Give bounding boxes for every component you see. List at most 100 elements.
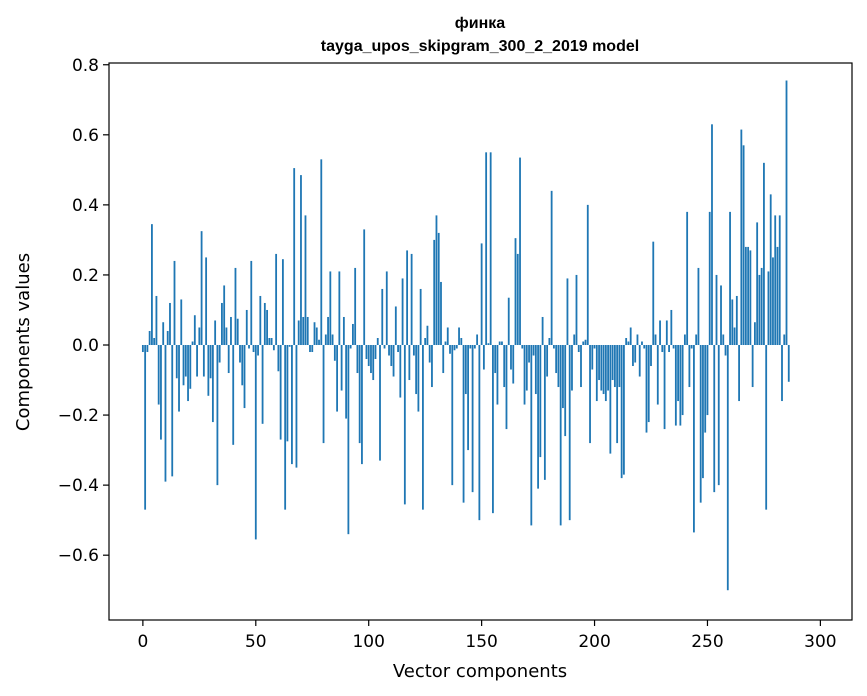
bar [654, 334, 657, 345]
bar [787, 345, 790, 382]
chart-subtitle: tayga_upos_skipgram_300_2_2019 model [321, 38, 639, 55]
bar [638, 345, 641, 377]
bar [458, 327, 460, 346]
bar [426, 325, 429, 346]
bar [311, 345, 314, 353]
bar [763, 162, 765, 345]
bar [381, 288, 384, 345]
bar [193, 315, 196, 346]
bar [408, 345, 411, 381]
bar [175, 345, 178, 379]
bar [270, 338, 273, 346]
bar [769, 194, 772, 346]
bar [435, 215, 438, 346]
bar [616, 345, 619, 444]
bar [690, 345, 693, 349]
bar [546, 345, 549, 377]
bar [670, 309, 673, 345]
bar [609, 345, 612, 454]
bar [275, 253, 278, 345]
bar [182, 345, 185, 386]
bar [783, 334, 786, 345]
bar [433, 239, 436, 345]
bar [401, 278, 404, 345]
bar [352, 323, 354, 345]
bar [403, 345, 406, 505]
bar [347, 345, 350, 535]
bar [713, 345, 716, 493]
bar [342, 316, 345, 346]
bar [227, 345, 230, 374]
bar [693, 345, 695, 533]
bar [157, 345, 160, 405]
bar [562, 345, 564, 409]
bar [297, 320, 300, 345]
bar [302, 316, 305, 346]
x-tick-label: 100 [352, 632, 384, 652]
bar [349, 345, 352, 349]
y-tick-label: 0.0 [72, 336, 99, 356]
bar [277, 345, 280, 372]
bar [672, 345, 675, 349]
y-tick-label: −0.2 [58, 406, 99, 426]
bar [198, 327, 201, 346]
bar [221, 302, 223, 346]
bar [747, 246, 750, 346]
bar [419, 288, 422, 345]
bar [600, 345, 603, 391]
bar [722, 334, 725, 345]
bar [665, 320, 668, 345]
bar [444, 341, 447, 345]
bar [598, 345, 600, 381]
y-tick-label: −0.4 [58, 476, 99, 496]
bar [160, 345, 162, 440]
bar [555, 345, 558, 374]
bar [584, 339, 587, 345]
bar [785, 80, 788, 346]
bar [291, 345, 293, 465]
bar [191, 341, 194, 345]
bar [272, 345, 275, 351]
bar [514, 238, 517, 346]
bar [577, 345, 580, 353]
bar [406, 250, 409, 345]
bar [523, 345, 526, 405]
bar [363, 229, 366, 345]
bar [492, 345, 494, 514]
bar [196, 345, 198, 377]
bar [724, 345, 727, 356]
bar [647, 345, 650, 423]
bar [733, 327, 736, 346]
bar [593, 345, 596, 349]
bar [611, 345, 614, 381]
bar [541, 316, 544, 346]
bar [749, 250, 752, 345]
x-tick-label: 300 [804, 632, 836, 652]
bar [501, 341, 503, 345]
bar [641, 341, 643, 345]
bar [295, 345, 298, 468]
bar [510, 345, 512, 370]
bar [232, 345, 235, 445]
plot-frame [108, 62, 853, 621]
bar [534, 345, 537, 395]
bar [322, 345, 325, 444]
bar [209, 345, 212, 379]
bar [424, 338, 427, 346]
bar [205, 257, 208, 345]
bar [661, 345, 664, 353]
bar [489, 152, 492, 345]
bar [650, 345, 652, 367]
bar [268, 338, 271, 346]
bar [315, 327, 318, 346]
bar [236, 318, 239, 345]
bar [564, 345, 567, 437]
bar [141, 345, 144, 353]
bar [293, 168, 296, 345]
bar [187, 345, 189, 402]
bar [595, 345, 598, 402]
bar [284, 345, 287, 510]
bar [254, 345, 257, 540]
bar [607, 345, 609, 391]
bar [559, 345, 562, 526]
